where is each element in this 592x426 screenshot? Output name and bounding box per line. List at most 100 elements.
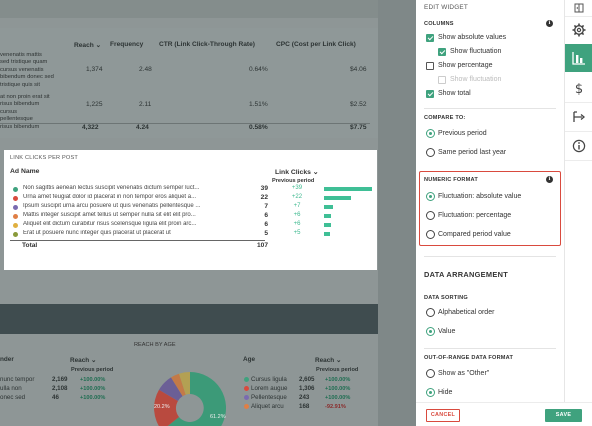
row1-description: venenatis mattis sed tristique quam cursus… <box>0 52 54 88</box>
radio-label[interactable]: Value <box>438 327 456 335</box>
reach-by-age-donut: 20.2% 61.2% <box>154 371 226 426</box>
link-clicks-widget[interactable]: LINK CLICKS PER POST Ad Name Link Clicks… <box>4 150 377 270</box>
ad-name: Non sagittis aenean lectus suscipit vene… <box>23 185 200 191</box>
panel-title: EDIT WIDGET <box>424 4 468 11</box>
data-arrangement-title: DATA ARRANGEMENT <box>424 270 509 279</box>
info-icon[interactable]: i <box>546 20 553 27</box>
panel-footer: CANCEL SAVE <box>416 402 592 426</box>
value-bar <box>324 223 331 227</box>
cancel-button[interactable]: CANCEL <box>426 409 460 422</box>
age-label: Lorem augue <box>251 385 288 392</box>
dashboard-right-gutter <box>378 0 416 426</box>
legend-dot <box>13 223 18 228</box>
radio-button[interactable] <box>426 192 435 201</box>
col-header-frequency: Frequency <box>110 41 144 48</box>
row1-ctr: 0.64% <box>249 66 268 73</box>
radio-label[interactable]: Previous period <box>438 129 487 137</box>
age-reach-header: Reach ⌄ <box>315 357 342 364</box>
collapse-icon <box>574 3 584 13</box>
fluctuation-value: +6 <box>293 221 301 227</box>
gear-icon <box>572 23 586 37</box>
gender-label: onec sed <box>0 394 26 401</box>
col-header-link-clicks[interactable]: Link Clicks ⌄ <box>275 169 319 176</box>
row1-frequency: 2.48 <box>139 66 152 73</box>
value-bar <box>324 187 372 191</box>
radio-label[interactable]: Alphabetical order <box>438 308 495 316</box>
ad-name: Aliquet elit dictum curabitur risus scel… <box>23 221 197 227</box>
age-label: Aliquet arcu <box>251 403 284 410</box>
checkbox[interactable] <box>438 48 446 56</box>
save-button[interactable]: SAVE <box>545 409 582 422</box>
checkbox-label[interactable]: Show percentage <box>438 61 493 69</box>
edit-widget-panel: EDIT WIDGET COLUMNS i Show absolute valu… <box>416 0 564 426</box>
checkbox-label[interactable]: Show fluctuation <box>450 47 502 55</box>
list-item: Ipsum suscipit urna arcu posuere ut quis… <box>10 203 372 212</box>
age-fluctuation: -92.91% <box>325 404 346 410</box>
total-frequency: 4.24 <box>136 124 149 131</box>
row2-frequency: 2.11 <box>139 101 152 108</box>
row1-reach: 1,374 <box>86 66 103 73</box>
radio-button[interactable] <box>426 230 435 239</box>
chart-tab[interactable] <box>565 44 592 72</box>
radio-button[interactable] <box>426 211 435 220</box>
radio-button[interactable] <box>426 327 435 336</box>
list-item: Non sagittis aenean lectus suscipit vene… <box>10 185 372 194</box>
value-bar <box>324 205 333 209</box>
link-clicks-value: 7 <box>264 203 268 210</box>
radio-button[interactable] <box>426 388 435 397</box>
radio-button[interactable] <box>426 129 435 138</box>
radio-label[interactable]: Hide <box>438 388 453 396</box>
compare-to-label: COMPARE TO: <box>424 115 466 121</box>
total-divider <box>10 240 265 241</box>
info-icon[interactable]: i <box>546 176 553 183</box>
section-divider-band <box>0 304 378 334</box>
list-item: Aliquet elit dictum curabitur risus scel… <box>10 221 372 230</box>
age-fluctuation: +100.00% <box>325 386 351 392</box>
fluctuation-value: +6 <box>293 212 301 218</box>
radio-label[interactable]: Fluctuation: absolute value <box>438 192 522 200</box>
settings-tab[interactable] <box>565 16 592 44</box>
checkbox[interactable] <box>426 90 434 98</box>
radio-button[interactable] <box>426 148 435 157</box>
legend-dot <box>13 196 18 201</box>
out-of-range-label: OUT-OF-RANGE DATA FORMAT <box>424 355 514 361</box>
total-value: 107 <box>256 242 268 249</box>
row2-ctr: 1.51% <box>249 101 268 108</box>
donut-slice-3 <box>159 377 183 401</box>
checkbox[interactable] <box>426 62 434 70</box>
value-bar <box>324 232 330 236</box>
gender-label: nunc tempor <box>0 376 35 383</box>
age-label: Pellentesque <box>251 394 287 401</box>
legend-dot <box>13 232 18 237</box>
checkbox[interactable] <box>426 34 434 42</box>
row1-cpc: $4.06 <box>350 66 367 73</box>
checkbox-label[interactable]: Show total <box>438 89 471 97</box>
fluctuation-value: +5 <box>293 230 301 236</box>
gender-reach: 46 <box>52 394 59 401</box>
radio-button[interactable] <box>426 308 435 317</box>
radio-button[interactable] <box>426 369 435 378</box>
radio-label[interactable]: Fluctuation: percentage <box>438 211 512 219</box>
divider <box>424 108 556 109</box>
divider <box>424 348 556 349</box>
dashboard-background: Reach ⌄ Frequency CTR (Link Click-Throug… <box>0 0 416 426</box>
filter-tab[interactable] <box>565 103 592 131</box>
legend-dot <box>244 377 249 382</box>
info-tab[interactable] <box>565 132 592 160</box>
total-ctr: 0.58% <box>249 124 268 131</box>
age-fluctuation: +100.00% <box>325 395 351 401</box>
age-previous-period: Previous period <box>316 367 359 373</box>
radio-label[interactable]: Same period last year <box>438 148 507 156</box>
donut-slice-2 <box>154 389 179 426</box>
bar-chart-icon <box>572 52 585 65</box>
info-circle-icon <box>572 139 586 153</box>
radio-label[interactable]: Show as "Other" <box>438 369 490 377</box>
collapse-panel-button[interactable] <box>565 0 592 16</box>
radio-label[interactable]: Compared period value <box>438 230 511 238</box>
previous-period-subheader: Previous period <box>272 178 315 184</box>
col-header-reach: Reach ⌄ <box>74 42 102 49</box>
link-clicks-value: 6 <box>264 212 268 219</box>
row2-reach: 1,225 <box>86 101 103 108</box>
checkbox-label[interactable]: Show absolute values <box>438 33 507 41</box>
currency-tab[interactable]: $ <box>565 74 592 102</box>
